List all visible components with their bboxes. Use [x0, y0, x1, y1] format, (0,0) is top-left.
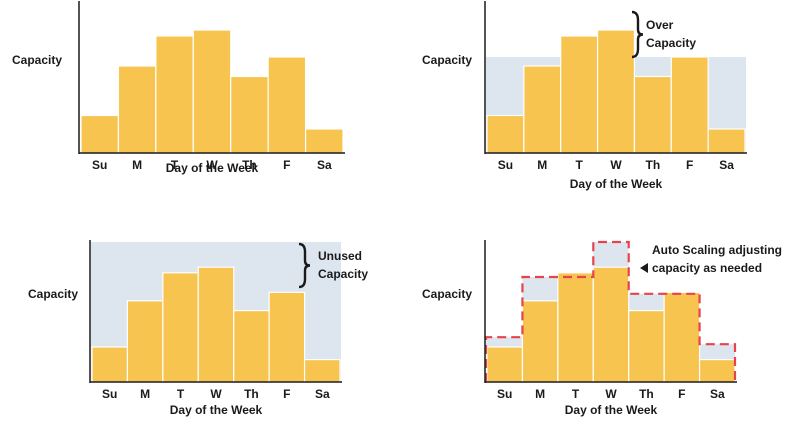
x-tick-label: M	[537, 158, 547, 172]
annotation: Auto Scaling adjusting capacity as neede…	[652, 243, 785, 275]
y-axis-label: Capacity	[12, 53, 62, 67]
bar-th	[233, 310, 270, 383]
bar-th	[628, 310, 665, 383]
bar-f	[663, 291, 701, 383]
bar-t	[557, 272, 594, 383]
x-tick-label: T	[575, 158, 583, 172]
bar-f	[268, 291, 306, 383]
y-axis-label: Capacity	[28, 287, 78, 301]
x-axis-label: Day of the Week	[565, 403, 658, 417]
x-tick-label: Su	[497, 387, 512, 401]
x-axis-label: Day of the Week	[570, 177, 663, 191]
bar-sa	[698, 359, 736, 383]
x-tick-label: F	[283, 158, 290, 172]
bar-t	[155, 35, 194, 154]
x-axis-label: Day of the Week	[166, 161, 259, 175]
x-tick-label: F	[686, 158, 693, 172]
annotation: Over Capacity	[646, 18, 696, 50]
x-tick-label: W	[210, 387, 222, 401]
bar-m	[523, 65, 562, 154]
bar-su	[486, 346, 524, 383]
x-tick-label: F	[678, 387, 685, 401]
bar-w	[197, 266, 235, 383]
bar-th	[230, 75, 269, 154]
bar-sa	[304, 128, 344, 154]
x-tick-label: Th	[639, 387, 654, 401]
chart-panel-3: Su M T W Th F Sa Capacity Day of the Week Unused …	[28, 240, 368, 417]
x-tick-label: T	[572, 387, 580, 401]
y-axis-label: Capacity	[422, 53, 472, 67]
bar-w	[192, 29, 232, 154]
x-tick-label: M	[132, 158, 142, 172]
bar-su	[486, 114, 525, 154]
x-tick-label: W	[605, 387, 617, 401]
chart-panel-2: Su M T W Th F Sa Capacity Day of the Week Over Ca…	[422, 1, 747, 191]
x-tick-label: W	[206, 158, 218, 172]
x-tick-label: M	[535, 387, 545, 401]
x-tick-label: W	[610, 158, 622, 172]
x-tick-label: Su	[102, 387, 117, 401]
annotation: Unused Capacity	[318, 249, 368, 281]
bar-f	[267, 56, 307, 154]
chart-panel-1: Su M T W Th F Sa Capacity Day of the Week	[12, 1, 345, 175]
bar-sa	[707, 128, 746, 154]
x-tick-label: M	[140, 387, 150, 401]
x-tick-label: Su	[498, 158, 513, 172]
x-tick-label: Sa	[317, 158, 332, 172]
bar-f	[670, 56, 709, 154]
x-tick-label: Th	[646, 158, 661, 172]
bar-t	[162, 272, 199, 383]
bar-su	[91, 346, 129, 383]
bar-t	[560, 35, 599, 154]
bar-w	[596, 29, 636, 154]
y-axis-label: Capacity	[422, 287, 472, 301]
bar-su	[80, 114, 120, 154]
x-tick-label: Th	[242, 158, 257, 172]
x-tick-label: T	[171, 158, 179, 172]
bar-th	[633, 75, 672, 154]
bar-m	[126, 300, 164, 383]
auto-scaling-outline	[484, 240, 737, 382]
bar-sa	[303, 359, 341, 383]
x-tick-label: T	[177, 387, 185, 401]
bar-m	[117, 65, 157, 154]
x-tick-label: Sa	[710, 387, 725, 401]
x-tick-label: Su	[92, 158, 107, 172]
brace-icon	[631, 10, 644, 59]
x-tick-label: Sa	[315, 387, 330, 401]
x-tick-label: Th	[244, 387, 259, 401]
bar-w	[592, 266, 630, 383]
arrow-head-icon	[640, 263, 648, 273]
x-tick-label: F	[283, 387, 290, 401]
x-tick-label: Sa	[719, 158, 734, 172]
brace-icon	[298, 242, 311, 289]
x-axis-label: Day of the Week	[170, 403, 263, 417]
chart-panel-4: Su M T W Th F Sa Capacity Day of the Week Auto Sc…	[422, 240, 785, 417]
bar-m	[521, 300, 559, 383]
